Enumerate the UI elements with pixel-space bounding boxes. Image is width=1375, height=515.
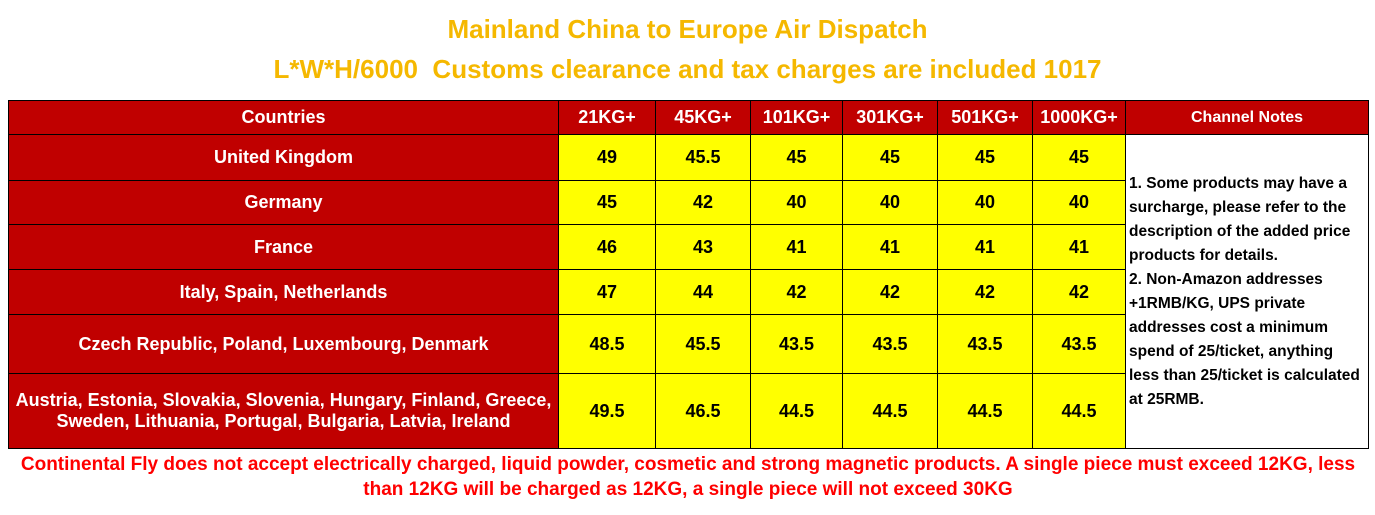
header-row: Countries 21KG+ 45KG+ 101KG+ 301KG+ 501KG+ 100… — [8, 100, 1369, 135]
table-row: United Kingdom 49 45.5 45 45 45 45 1. Some prod… — [8, 134, 1369, 449]
header-cell: 101KG+ — [750, 100, 843, 135]
price-cell: 45.5 — [655, 134, 751, 181]
note: 2. Non-Amazon addresses +1RMB/KG, UPS pr… — [1129, 270, 1360, 408]
country-cell: United Kingdom — [8, 134, 559, 181]
header-cell: 1000KG+ — [1032, 100, 1126, 135]
price-cell: 49.5 — [558, 373, 656, 449]
header-cell: Channel Notes — [1125, 100, 1369, 135]
country-cell: Czech Republic, Poland, Luxembourg, Denm… — [8, 314, 559, 374]
price-cell: 42 — [937, 269, 1033, 315]
header-cell: 301KG+ — [842, 100, 938, 135]
price-cell: 44.5 — [842, 373, 938, 449]
price-cell: 42 — [1032, 269, 1126, 315]
notes-cell: 1. Some products may have a surcharge, p… — [1125, 134, 1369, 449]
price-cell: 43 — [655, 224, 751, 270]
price-cell: 44.5 — [1032, 373, 1126, 449]
title: Mainland China to Europe Air Dispatch — [447, 14, 928, 44]
price-cell: 41 — [937, 224, 1033, 270]
header-cell: 21KG+ — [558, 100, 656, 135]
header-cell: Countries — [8, 100, 559, 135]
price-cell: 41 — [842, 224, 938, 270]
table-row: Italy, Spain, Netherlands 47 44 42 42 42 42 — [8, 269, 1369, 315]
price-cell: 43.5 — [842, 314, 938, 374]
price-cell: 47 — [558, 269, 656, 315]
price-cell: 43.5 — [1032, 314, 1126, 374]
country-cell: Austria, Estonia, Slovakia, Slovenia, Hu… — [8, 373, 559, 449]
price-cell: 40 — [1032, 180, 1126, 225]
price-cell: 45 — [750, 134, 843, 181]
country-cell: France — [8, 224, 559, 270]
price-cell: 46 — [558, 224, 656, 270]
country-cell: Germany — [8, 180, 559, 225]
price-cell: 45 — [1032, 134, 1126, 181]
subtitle: L*W*H/6000 Customs clearance and tax cha… — [273, 54, 1102, 84]
price-cell: 43.5 — [750, 314, 843, 374]
price-table: Countries 21KG+ 45KG+ 101KG+ 301KG+ 501KG+ 100… — [8, 100, 1369, 449]
price-cell: 42 — [842, 269, 938, 315]
price-cell: 45 — [842, 134, 938, 181]
price-cell: 45.5 — [655, 314, 751, 374]
price-cell: 42 — [655, 180, 751, 225]
country-cell: Italy, Spain, Netherlands — [8, 269, 559, 315]
price-cell: 46.5 — [655, 373, 751, 449]
price-cell: 45 — [558, 180, 656, 225]
footer-note: Continental Fly does not accept electric… — [20, 454, 1356, 500]
price-cell: 40 — [937, 180, 1033, 225]
price-cell: 40 — [842, 180, 938, 225]
price-cell: 49 — [558, 134, 656, 181]
header-cell: 501KG+ — [937, 100, 1033, 135]
table-row: Germany 45 42 40 40 40 40 — [8, 180, 1369, 225]
price-cell: 44 — [655, 269, 751, 315]
price-cell: 45 — [937, 134, 1033, 181]
price-cell: 42 — [750, 269, 843, 315]
price-cell: 43.5 — [937, 314, 1033, 374]
price-cell: 44.5 — [937, 373, 1033, 449]
price-cell: 44.5 — [750, 373, 843, 449]
price-cell: 41 — [750, 224, 843, 270]
price-cell: 41 — [1032, 224, 1126, 270]
header-cell: 45KG+ — [655, 100, 751, 135]
note: 1. Some products may have a surcharge, p… — [1129, 174, 1351, 264]
table-row: Czech Republic, Poland, Luxembourg, Denm… — [8, 314, 1369, 374]
price-cell: 40 — [750, 180, 843, 225]
price-cell: 48.5 — [558, 314, 656, 374]
table-row: Austria, Estonia, Slovakia, Slovenia, Hu… — [8, 373, 1369, 449]
table-row: France 46 43 41 41 41 41 — [8, 224, 1369, 270]
